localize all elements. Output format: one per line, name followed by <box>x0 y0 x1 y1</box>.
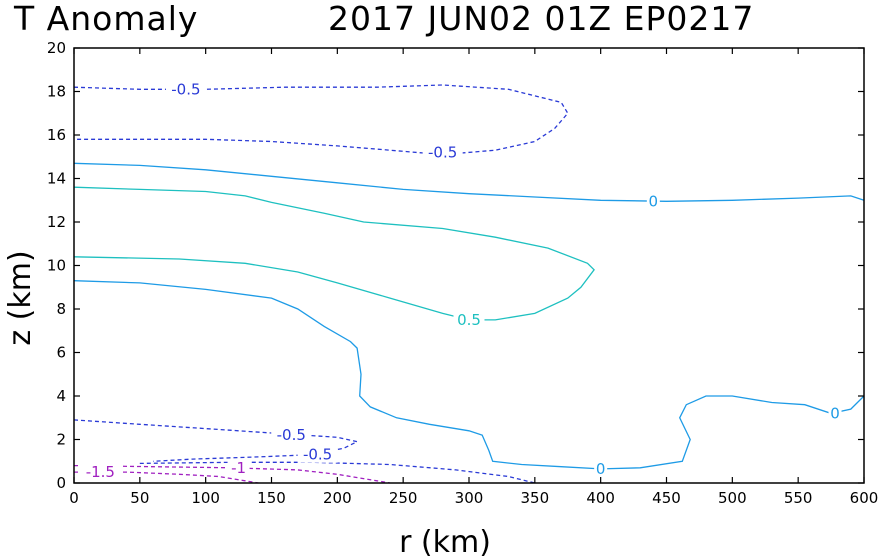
x-tick-label: 400 <box>586 489 615 507</box>
contour-label-bg <box>165 81 206 98</box>
x-tick-label: 250 <box>389 489 418 507</box>
contour-line-0-0 <box>73 162 865 202</box>
y-tick-label: 16 <box>47 126 66 144</box>
y-axis-label: z (km) <box>3 250 38 345</box>
x-tick-label: 150 <box>257 489 286 507</box>
contour-label: -0.5 <box>303 446 332 464</box>
contour-label: -1 <box>231 459 246 477</box>
contour-label: -0.5 <box>171 80 200 98</box>
contour-label-bg <box>271 427 312 444</box>
x-tick-label: 550 <box>784 489 813 507</box>
y-tick-label: 18 <box>47 83 66 101</box>
contour-label-bg <box>297 446 338 463</box>
plot-frame <box>73 47 865 484</box>
contour-line-neg0p5-4 <box>73 419 360 462</box>
x-tick-label: 100 <box>191 489 220 507</box>
x-tick-label: 450 <box>652 489 681 507</box>
contour-label: 0 <box>830 404 840 422</box>
contour-label-bg <box>227 459 250 476</box>
contour-label: 0.5 <box>457 311 481 329</box>
y-tick-label: 12 <box>47 213 66 231</box>
axis-ticks: 0 50 100 150 200 250 300 350 400 450 500 550 6000246… <box>47 39 878 507</box>
x-tick-label: 200 <box>323 489 352 507</box>
contour-label: -0.5 <box>277 426 306 444</box>
y-tick-label: 8 <box>56 300 66 318</box>
x-axis-label: r (km) <box>399 525 491 559</box>
y-tick-label: 2 <box>56 431 66 449</box>
contour-line-0p5-2 <box>73 186 595 321</box>
contour-line-0-1 <box>73 280 865 470</box>
x-tick-label: 350 <box>521 489 550 507</box>
contour-line-neg0p5-3 <box>73 84 569 156</box>
x-tick-label: 50 <box>130 489 149 507</box>
x-tick-label: 500 <box>718 489 747 507</box>
contour-label: -0.5 <box>428 143 457 161</box>
contour-lines <box>73 84 865 484</box>
contour-label-bg <box>646 193 660 210</box>
x-tick-label: 0 <box>69 489 79 507</box>
x-tick-label: 600 <box>850 489 879 507</box>
contour-label-bg <box>828 405 842 422</box>
y-tick-label: 4 <box>56 387 66 405</box>
x-tick-label: 300 <box>455 489 484 507</box>
contour-label-bg <box>80 464 121 481</box>
y-tick-label: 6 <box>56 344 66 362</box>
y-tick-label: 20 <box>47 39 66 57</box>
contour-labels: -0.5 -0.5 0 0.5 -0.5 -0.5 0 0 -1 -1.5 <box>80 80 842 481</box>
y-tick-label: 10 <box>47 257 66 275</box>
chart-title-right: 2017 JUN02 01Z EP0217 <box>328 0 754 38</box>
contour-label-bg <box>422 144 463 161</box>
contour-label: -1.5 <box>86 463 115 481</box>
contour-label: 0 <box>596 460 606 478</box>
contour-label-bg <box>453 311 485 328</box>
contour-line-neg1-6 <box>73 464 391 484</box>
chart-title-left: T Anomaly <box>13 0 198 38</box>
y-tick-label: 14 <box>47 170 66 188</box>
contour-label-bg <box>594 460 608 477</box>
y-tick-label: 0 <box>56 474 66 492</box>
contour-label: 0 <box>649 192 659 210</box>
